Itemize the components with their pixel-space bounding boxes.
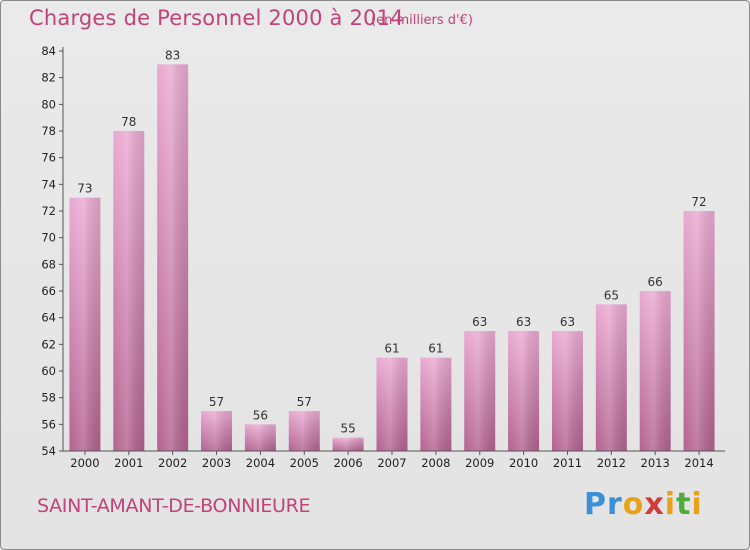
value-label-2010: 63 — [516, 315, 531, 329]
y-tick-label-68: 68 — [41, 257, 56, 271]
bar-shade-2005 — [288, 411, 320, 451]
bar-shade-2010 — [508, 331, 540, 451]
bar-shade-2012 — [595, 304, 627, 451]
x-tick-label-2004: 2004 — [246, 456, 275, 470]
x-tick-label-2003: 2003 — [202, 456, 231, 470]
x-tick-label-2009: 2009 — [465, 456, 494, 470]
value-label-2004: 56 — [253, 408, 268, 422]
value-label-2003: 57 — [209, 395, 224, 409]
x-tick-label-2001: 2001 — [114, 456, 143, 470]
bar-shade-2004 — [244, 424, 276, 451]
value-label-2012: 65 — [604, 288, 619, 302]
value-label-2006: 55 — [340, 422, 355, 436]
y-tick-label-66: 66 — [41, 284, 56, 298]
chart-subtitle: (en milliers d'€) — [371, 13, 473, 28]
bar-shade-2002 — [157, 64, 189, 452]
value-label-2008: 61 — [428, 342, 443, 356]
bar-shade-2006 — [332, 437, 364, 451]
bar-shade-2009 — [464, 331, 496, 451]
value-label-2000: 73 — [77, 182, 92, 196]
value-label-2014: 72 — [691, 195, 706, 209]
bar-shade-2011 — [551, 331, 583, 451]
y-tick-label-70: 70 — [41, 231, 56, 245]
y-tick-label-82: 82 — [41, 71, 56, 85]
bar-shade-2003 — [201, 411, 233, 451]
y-tick-label-80: 80 — [41, 97, 56, 111]
bar-shade-2007 — [376, 357, 408, 451]
bar-shade-2008 — [420, 357, 452, 451]
y-tick-label-72: 72 — [41, 204, 56, 218]
commune-name: SAINT-AMANT-DE-BONNIEURE — [37, 495, 311, 517]
axis-layer: 54 56 58 60 62 64 66 68 70 72 74 76 78 80 82 84 2000 2001… — [41, 44, 725, 470]
value-label-2013: 66 — [648, 275, 663, 289]
x-tick-label-2005: 2005 — [290, 456, 319, 470]
value-label-2011: 63 — [560, 315, 575, 329]
x-tick-label-2010: 2010 — [509, 456, 538, 470]
value-label-2009: 63 — [472, 315, 487, 329]
y-tick-label-74: 74 — [41, 177, 56, 191]
y-tick-label-54: 54 — [41, 444, 56, 458]
bars-layer: 73 78 83 57 56 57 55 61 61 63 63 63 65 66 72 — [69, 48, 715, 452]
x-tick-label-2011: 2011 — [553, 456, 582, 470]
bar-shade-2014 — [683, 211, 715, 451]
x-tick-label-2006: 2006 — [333, 456, 362, 470]
value-label-2001: 78 — [121, 115, 136, 129]
y-tick-label-84: 84 — [41, 44, 56, 58]
x-tick-label-2000: 2000 — [70, 456, 99, 470]
y-tick-label-76: 76 — [41, 151, 56, 165]
x-tick-label-2013: 2013 — [641, 456, 670, 470]
x-tick-label-2012: 2012 — [597, 456, 626, 470]
x-tick-label-2008: 2008 — [421, 456, 450, 470]
y-tick-label-78: 78 — [41, 124, 56, 138]
chart-title: Charges de Personnel 2000 à 2014 — [29, 6, 404, 30]
bar-shade-2001 — [113, 131, 145, 451]
value-label-2005: 57 — [297, 395, 312, 409]
y-tick-label-58: 58 — [41, 391, 56, 405]
y-tick-label-62: 62 — [41, 337, 56, 351]
y-tick-label-60: 60 — [41, 364, 56, 378]
x-tick-label-2014: 2014 — [684, 456, 713, 470]
value-label-2007: 61 — [384, 342, 399, 356]
y-tick-label-56: 56 — [41, 417, 56, 431]
value-label-2002: 83 — [165, 48, 180, 62]
y-tick-label-64: 64 — [41, 311, 56, 325]
x-tick-label-2007: 2007 — [377, 456, 406, 470]
bar-shade-2000 — [69, 197, 101, 451]
bar-shade-2013 — [639, 291, 671, 451]
x-tick-label-2002: 2002 — [158, 456, 187, 470]
proxiti-logo[interactable]: Proxiti — [584, 487, 703, 522]
